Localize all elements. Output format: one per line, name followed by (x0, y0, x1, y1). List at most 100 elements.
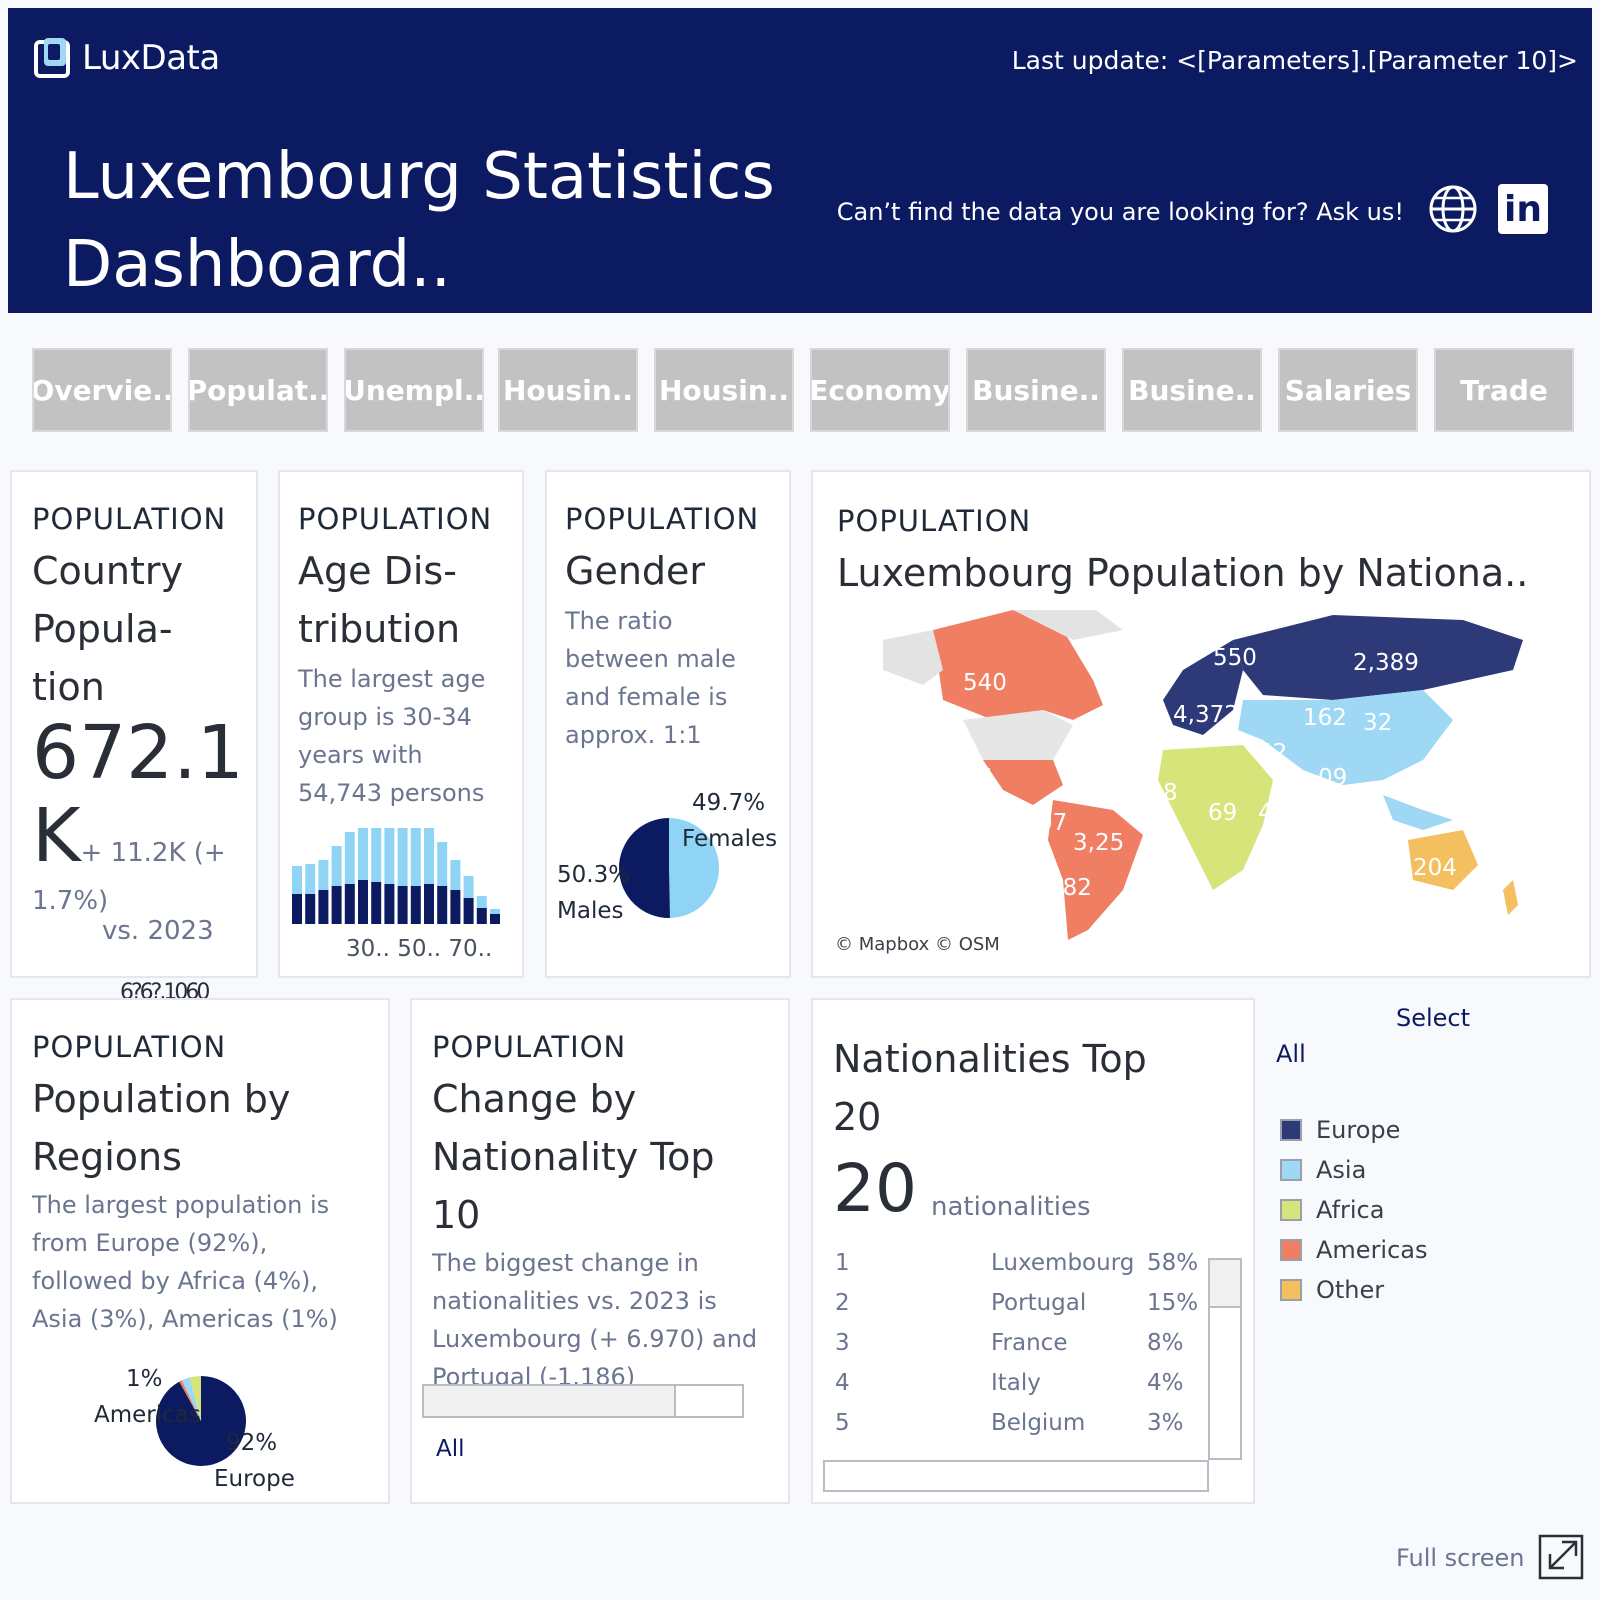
map-region-alaska[interactable] (883, 630, 943, 685)
age-bar-female[interactable] (305, 864, 316, 894)
map-region-africa[interactable] (1158, 745, 1273, 890)
legend-item-africa[interactable]: Africa (1280, 1190, 1428, 1230)
change-filter-all[interactable]: All (436, 1436, 465, 1462)
age-bar-male[interactable] (331, 886, 342, 924)
card-nationality-map[interactable]: POPULATION Luxembourg Population by Nati… (811, 470, 1591, 978)
change-scrollbar-thumb[interactable] (424, 1386, 676, 1416)
pie-slice-africa[interactable] (189, 1376, 201, 1421)
female-pct: 49.7% (692, 790, 766, 816)
top20-scrollbar-thumb[interactable] (1210, 1260, 1240, 1308)
top20-vertical-scrollbar[interactable] (1208, 1258, 1242, 1460)
tab-10[interactable]: Trade (1434, 348, 1574, 432)
age-bar-female[interactable] (476, 896, 487, 908)
tab-5[interactable]: Housin.. (654, 348, 794, 432)
map-region-europe[interactable] (1163, 640, 1243, 735)
map-region-asia[interactable] (1238, 690, 1453, 785)
age-bar-female[interactable] (344, 832, 355, 884)
age-bar-female[interactable] (410, 828, 421, 886)
regions-pie-chart[interactable] (154, 1374, 248, 1468)
card-category: POPULATION (298, 502, 493, 536)
map-region-new-zealand[interactable] (1503, 880, 1518, 915)
tab-3[interactable]: Unempl.. (344, 348, 484, 432)
top20-horizontal-scrollbar[interactable] (823, 1460, 1209, 1492)
globe-icon[interactable] (1428, 184, 1478, 234)
tab-6[interactable]: Economy (810, 348, 950, 432)
luxdata-logo[interactable]: LuxData (34, 36, 220, 80)
card-age-distribution[interactable]: POPULATION Age Dis- tribution The larges… (278, 470, 524, 978)
legend-item-asia[interactable]: Asia (1280, 1150, 1428, 1190)
male-pct: 50.3% (557, 862, 631, 888)
pie-slice-americas[interactable] (179, 1380, 201, 1421)
map-region-canada[interactable] (933, 610, 1103, 720)
map-region-southeast-asia[interactable] (1383, 795, 1453, 830)
age-bar-male[interactable] (384, 884, 395, 924)
tab-7[interactable]: Busine.. (966, 348, 1106, 432)
age-bar-female[interactable] (331, 846, 342, 886)
dashboard-title: Luxembourg Statistics Dashboard.. (63, 133, 843, 309)
map-attribution[interactable]: © Mapbox © OSM (829, 932, 1006, 957)
tab-1[interactable]: Overvie.. (32, 348, 172, 432)
legend-item-americas[interactable]: Americas (1280, 1230, 1428, 1270)
age-bar-female[interactable] (371, 828, 382, 882)
age-bar-male[interactable] (358, 880, 368, 924)
map-region-south-america[interactable] (1048, 800, 1143, 940)
age-bar-male[interactable] (490, 914, 500, 924)
select-all[interactable]: All (1276, 1040, 1306, 1068)
card-nationalities-top20[interactable]: Nationalities Top 20 20 nationalities 1 L… (811, 998, 1255, 1504)
table-row[interactable]: 5 Belgium 3% (833, 1410, 1203, 1450)
ask-us-link[interactable]: Ask us! (1316, 198, 1404, 226)
age-bar-female[interactable] (424, 828, 434, 884)
age-bar-chart[interactable] (290, 828, 512, 928)
age-bar-male[interactable] (397, 886, 408, 924)
card-change-by-nationality[interactable]: POPULATION Change by Nationality Top 10 … (410, 998, 790, 1504)
tab-2[interactable]: Populat.. (188, 348, 328, 432)
card-population-by-regions[interactable]: POPULATION Population by Regions The lar… (10, 998, 390, 1504)
map-region-greenland[interactable] (1013, 610, 1123, 640)
age-bar-male[interactable] (371, 882, 382, 924)
fullscreen-label[interactable]: Full screen (1396, 1544, 1525, 1572)
gender-pie-chart[interactable] (617, 816, 721, 920)
card-gender[interactable]: POPULATION Gender The ratio between male… (545, 470, 791, 978)
tab-8[interactable]: Busine.. (1122, 348, 1262, 432)
age-bar-female[interactable] (358, 828, 368, 880)
age-bar-female[interactable] (397, 828, 408, 886)
pie-slice-asia[interactable] (181, 1377, 201, 1421)
age-bar-male[interactable] (476, 908, 487, 924)
table-row[interactable]: 4 Italy 4% (833, 1370, 1203, 1410)
tab-4[interactable]: Housin.. (498, 348, 638, 432)
tab-9[interactable]: Salaries (1278, 348, 1418, 432)
row-share: 4% (1147, 1370, 1184, 1396)
age-bar-female[interactable] (318, 860, 329, 890)
map-region-australia[interactable] (1408, 830, 1478, 890)
age-bar-female[interactable] (292, 866, 302, 894)
age-bar-male[interactable] (437, 886, 448, 924)
age-bar-female[interactable] (450, 860, 461, 890)
world-map[interactable]: 540 550 2,389 4,372 162 32 204 3,25 182 07 09 8 69 4 4… (863, 610, 1543, 950)
age-bar-male[interactable] (318, 890, 329, 924)
table-row[interactable]: 1 Luxembourg 58% (833, 1250, 1203, 1290)
age-bar-male[interactable] (410, 886, 421, 924)
age-bar-male[interactable] (463, 898, 474, 924)
legend-item-europe[interactable]: Europe (1280, 1110, 1428, 1150)
pie-slice-males[interactable] (619, 818, 670, 918)
age-bar-male[interactable] (292, 894, 302, 924)
map-region-usa[interactable] (963, 710, 1073, 760)
table-row[interactable]: 2 Portugal 15% (833, 1290, 1203, 1330)
fullscreen-icon[interactable] (1538, 1534, 1584, 1580)
linkedin-icon[interactable]: in (1498, 184, 1548, 234)
legend-item-other[interactable]: Other (1280, 1270, 1428, 1310)
table-row[interactable]: 3 France 8% (833, 1330, 1203, 1370)
map-label: 204 (1413, 855, 1457, 881)
age-bar-male[interactable] (450, 890, 461, 924)
age-bar-male[interactable] (305, 894, 316, 924)
age-bar-female[interactable] (463, 876, 474, 898)
card-country-population[interactable]: POPULATION Country Popula- tion 672.1 K+… (10, 470, 258, 978)
map-region-russia[interactable] (1233, 615, 1523, 700)
age-bar-female[interactable] (384, 828, 395, 884)
change-scrollbar[interactable] (422, 1384, 744, 1418)
age-bar-male[interactable] (344, 884, 355, 924)
age-bar-female[interactable] (437, 842, 448, 886)
age-bar-female[interactable] (490, 909, 500, 914)
age-bar-male[interactable] (424, 884, 434, 924)
map-region-central-america[interactable] (983, 760, 1063, 805)
